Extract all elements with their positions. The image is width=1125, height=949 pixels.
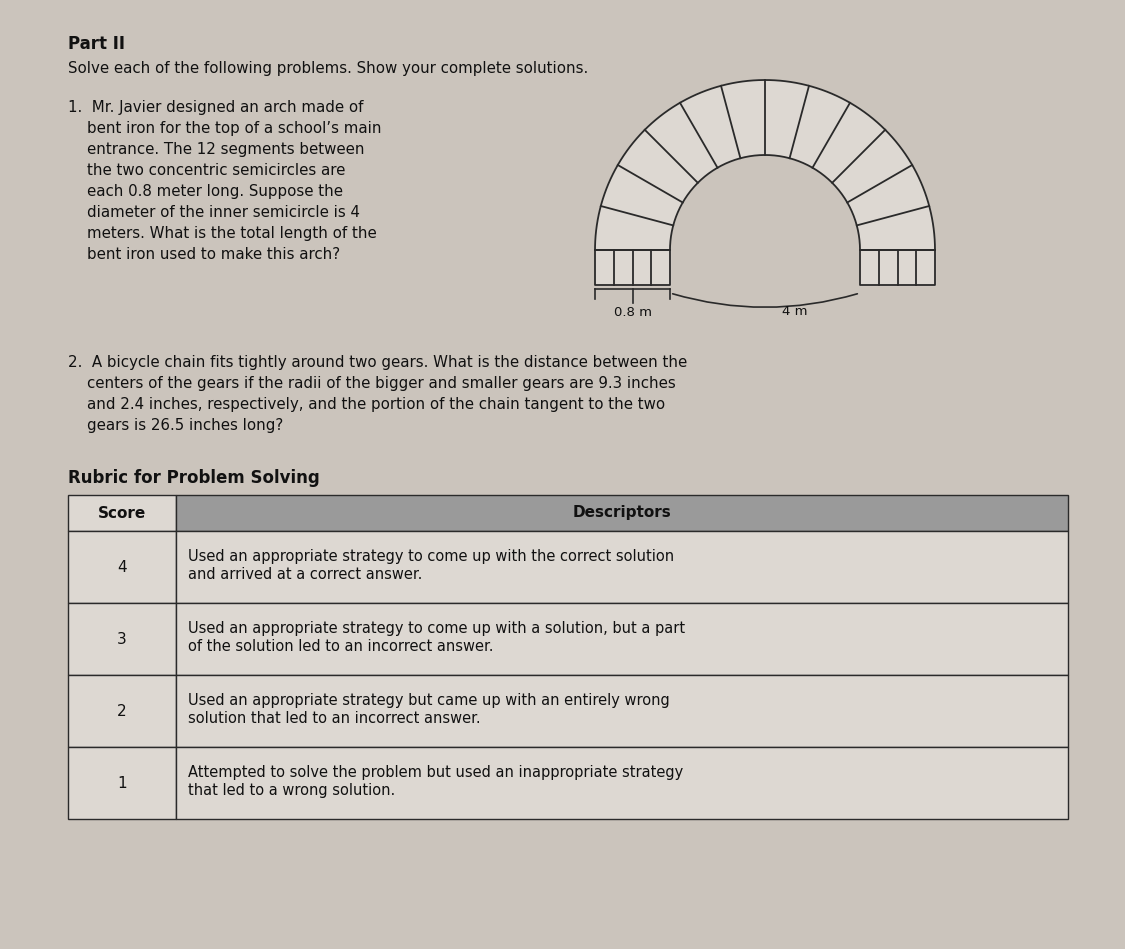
Bar <box>860 250 935 285</box>
Text: and arrived at a correct answer.: and arrived at a correct answer. <box>188 567 422 582</box>
Bar <box>68 495 176 531</box>
Text: the two concentric semicircles are: the two concentric semicircles are <box>68 163 345 178</box>
Bar <box>595 250 670 285</box>
Text: Attempted to solve the problem but used an inappropriate strategy: Attempted to solve the problem but used … <box>188 765 683 780</box>
Text: bent iron used to make this arch?: bent iron used to make this arch? <box>68 247 340 262</box>
Text: 4 m: 4 m <box>782 305 808 318</box>
Text: centers of the gears if the radii of the bigger and smaller gears are 9.3 inches: centers of the gears if the radii of the… <box>68 376 676 391</box>
Text: of the solution led to an incorrect answer.: of the solution led to an incorrect answ… <box>188 639 494 654</box>
Bar <box>68 603 176 675</box>
Text: 0.8 m: 0.8 m <box>613 306 651 319</box>
Text: Used an appropriate strategy to come up with a solution, but a part: Used an appropriate strategy to come up … <box>188 621 685 636</box>
Text: Rubric for Problem Solving: Rubric for Problem Solving <box>68 469 320 487</box>
Text: 2.  A bicycle chain fits tightly around two gears. What is the distance between : 2. A bicycle chain fits tightly around t… <box>68 355 687 370</box>
Text: Score: Score <box>98 506 146 520</box>
Text: meters. What is the total length of the: meters. What is the total length of the <box>68 226 377 241</box>
Text: 4: 4 <box>117 560 127 574</box>
Bar <box>176 747 1068 819</box>
Text: Part II: Part II <box>68 35 125 53</box>
Text: solution that led to an incorrect answer.: solution that led to an incorrect answer… <box>188 711 480 726</box>
Text: 1.  Mr. Javier designed an arch made of: 1. Mr. Javier designed an arch made of <box>68 100 363 115</box>
Text: diameter of the inner semicircle is 4: diameter of the inner semicircle is 4 <box>68 205 360 220</box>
Bar <box>176 603 1068 675</box>
Bar <box>176 495 1068 531</box>
Bar <box>68 531 176 603</box>
Text: entrance. The 12 segments between: entrance. The 12 segments between <box>68 142 364 157</box>
Bar <box>68 675 176 747</box>
Text: Used an appropriate strategy but came up with an entirely wrong: Used an appropriate strategy but came up… <box>188 693 669 708</box>
Bar <box>68 747 176 819</box>
Text: Used an appropriate strategy to come up with the correct solution: Used an appropriate strategy to come up … <box>188 549 674 564</box>
Bar <box>176 531 1068 603</box>
Text: gears is 26.5 inches long?: gears is 26.5 inches long? <box>68 418 284 433</box>
Polygon shape <box>595 80 935 250</box>
Text: 2: 2 <box>117 703 127 718</box>
Text: that led to a wrong solution.: that led to a wrong solution. <box>188 783 395 798</box>
Text: 3: 3 <box>117 631 127 646</box>
Bar <box>176 675 1068 747</box>
Text: bent iron for the top of a school’s main: bent iron for the top of a school’s main <box>68 121 381 136</box>
Text: Solve each of the following problems. Show your complete solutions.: Solve each of the following problems. Sh… <box>68 61 588 76</box>
Text: Descriptors: Descriptors <box>573 506 672 520</box>
Text: 1: 1 <box>117 775 127 791</box>
Text: and 2.4 inches, respectively, and the portion of the chain tangent to the two: and 2.4 inches, respectively, and the po… <box>68 397 665 412</box>
Text: each 0.8 meter long. Suppose the: each 0.8 meter long. Suppose the <box>68 184 343 199</box>
